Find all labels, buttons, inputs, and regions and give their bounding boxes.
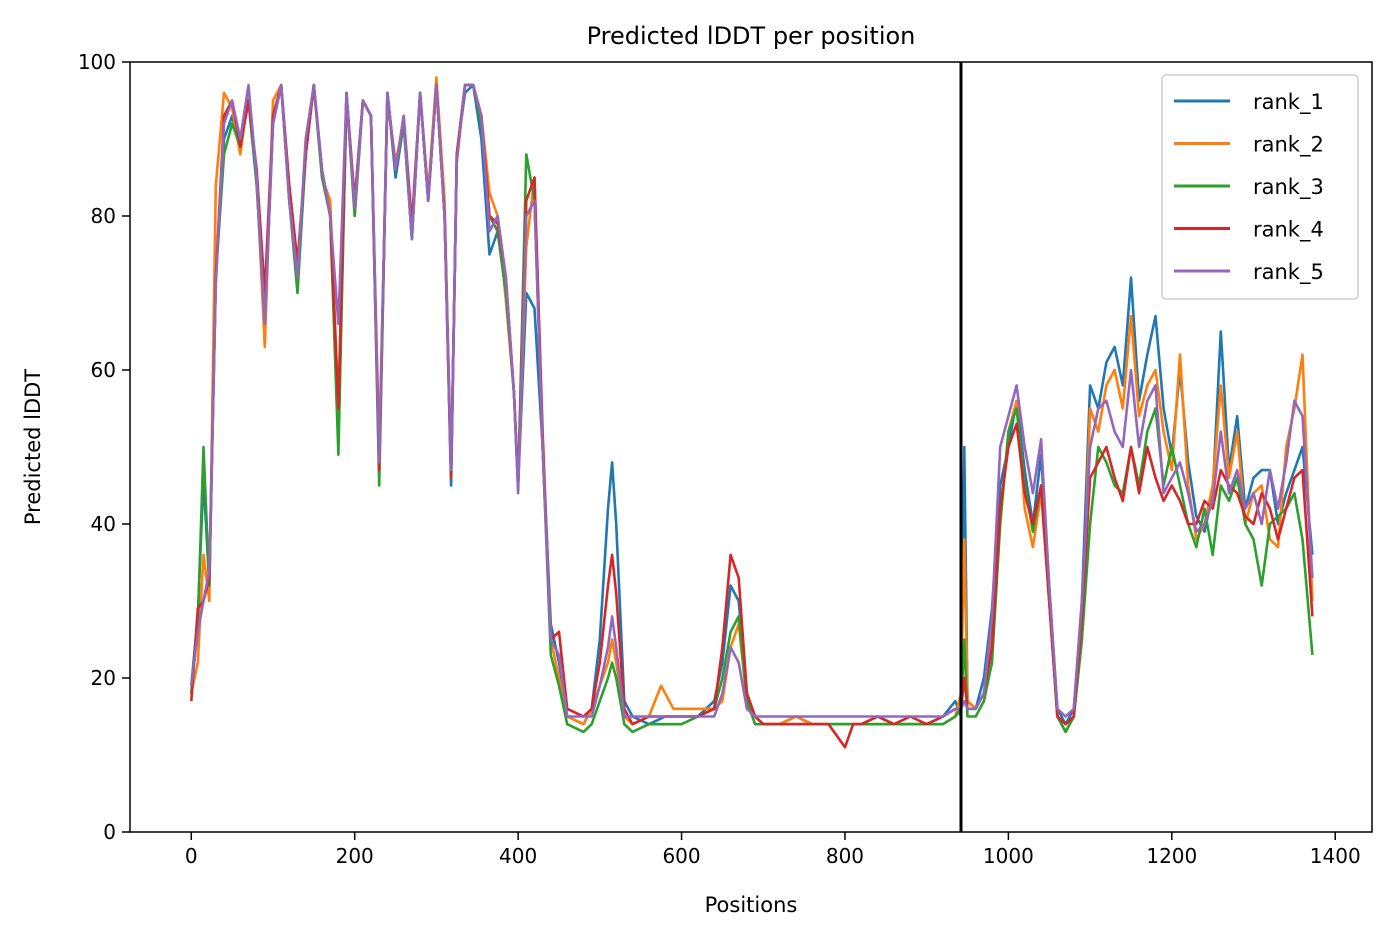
legend-box (1161, 74, 1359, 300)
y-tick-label: 80 (91, 204, 116, 228)
legend-label: rank_3 (1253, 175, 1324, 200)
series-line-rank-3 (190, 83, 1314, 734)
series-line-rank-5 (190, 83, 1314, 718)
x-tick-label: 600 (662, 844, 700, 868)
y-tick-label: 100 (78, 50, 116, 74)
plot-area (129, 61, 1373, 833)
legend-label: rank_1 (1253, 90, 1324, 115)
legend-item-rank-2: rank_2 (1174, 133, 1324, 158)
x-tick-label: 0 (185, 844, 198, 868)
legend-item-rank-4: rank_4 (1174, 218, 1324, 243)
legend-label: rank_2 (1253, 133, 1324, 158)
x-axis-label: Positions (705, 893, 798, 917)
series-layer (190, 76, 1314, 749)
x-axis: 0 200 400 600 800 1000 1200 1400 (185, 832, 1361, 868)
legend-item-rank-5: rank_5 (1174, 260, 1324, 285)
y-tick-label: 0 (103, 820, 116, 844)
legend-label: rank_4 (1253, 218, 1324, 243)
y-tick-label: 60 (91, 358, 116, 382)
y-axis: 0 20 40 60 80 100 (78, 50, 130, 844)
x-tick-label: 1400 (1310, 844, 1361, 868)
chart-title: Predicted lDDT per position (587, 22, 916, 50)
legend-label: rank_5 (1253, 260, 1324, 285)
x-tick-label: 1200 (1146, 844, 1197, 868)
y-axis-label: Predicted lDDT (21, 369, 45, 525)
legend: rank_1 rank_2 rank_3 rank_4 rank_5 (1161, 74, 1359, 300)
x-tick-label: 400 (499, 844, 537, 868)
x-tick-label: 800 (826, 844, 864, 868)
legend-item-rank-3: rank_3 (1174, 175, 1324, 200)
x-tick-label: 200 (336, 844, 374, 868)
y-tick-label: 20 (91, 666, 116, 690)
y-tick-label: 40 (91, 512, 116, 536)
legend-item-rank-1: rank_1 (1174, 90, 1324, 115)
plot-frame (129, 61, 1373, 833)
series-line-rank-2 (190, 76, 1314, 734)
series-line-rank-1 (190, 83, 1314, 726)
x-tick-label: 1000 (983, 844, 1034, 868)
